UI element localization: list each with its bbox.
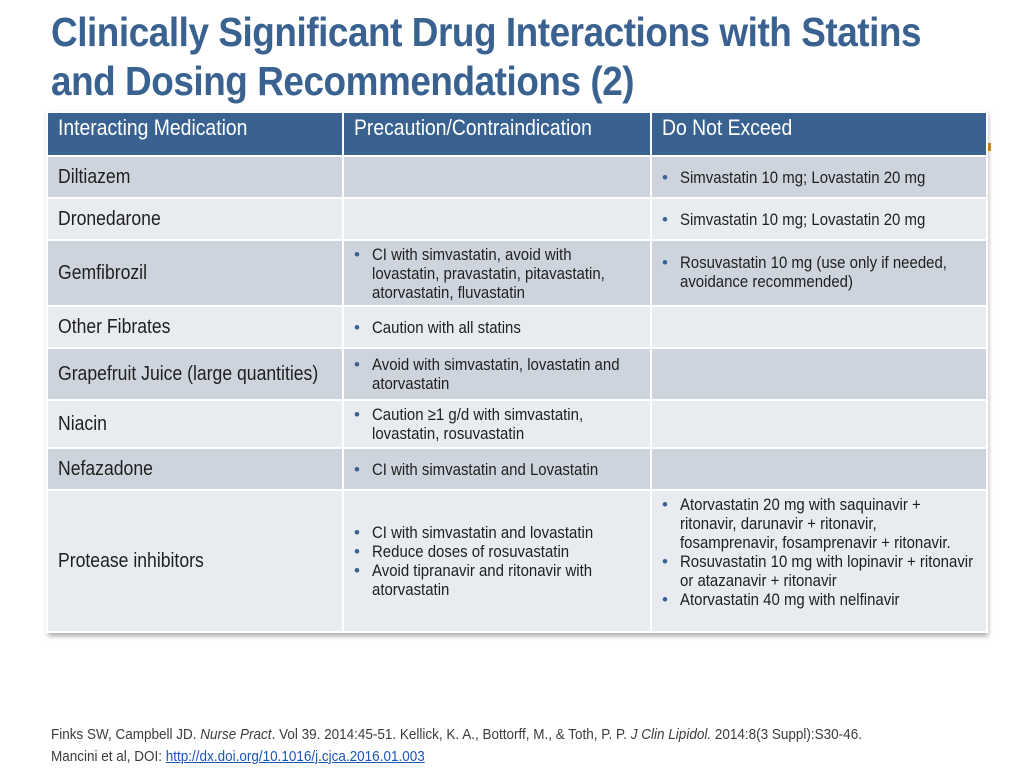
table-row: Grapefruit Juice (large quantities) Avoi…	[46, 347, 988, 401]
list-item: Atorvastatin 40 mg with nelfinavir	[662, 590, 976, 609]
table-row: Protease inhibitors CI with simvastatin …	[46, 489, 988, 633]
do-not-exceed-cell	[650, 347, 988, 401]
title-line-1: Clinically Significant Drug Interactions…	[51, 9, 922, 55]
list-item: Reduce doses of rosuvastatin	[354, 542, 640, 561]
medication-cell: Dronedarone	[46, 197, 344, 241]
medication-cell: Niacin	[46, 399, 344, 449]
references-footer: Finks SW, Campbell JD. Nurse Pract. Vol …	[51, 724, 915, 768]
doi-link[interactable]: http://dx.doi.org/10.1016/j.cjca.2016.01…	[165, 748, 425, 765]
list-item: Atorvastatin 20 mg with saquinavir + rit…	[662, 495, 976, 552]
precaution-cell: CI with simvastatin, avoid with lovastat…	[342, 239, 652, 307]
list-item: CI with simvastatin and lovastatin	[354, 523, 640, 542]
precaution-cell: Caution ≥1 g/d with simvastatin, lovasta…	[342, 399, 652, 449]
list-item: Avoid with simvastatin, lovastatin and a…	[354, 355, 640, 393]
list-item: CI with simvastatin and Lovastatin	[354, 460, 640, 479]
table-row: Niacin Caution ≥1 g/d with simvastatin, …	[46, 399, 988, 449]
list-item: CI with simvastatin, avoid with lovastat…	[354, 245, 640, 302]
do-not-exceed-cell: Simvastatin 10 mg; Lovastatin 20 mg	[650, 155, 988, 199]
header-precaution: Precaution/Contraindication	[342, 111, 652, 157]
precaution-cell: CI with simvastatin and Lovastatin	[342, 447, 652, 491]
medication-cell: Grapefruit Juice (large quantities)	[46, 347, 344, 401]
list-item: Caution with all statins	[354, 318, 640, 337]
reference-line-2: Mancini et al, DOI: http://dx.doi.org/10…	[51, 748, 425, 765]
do-not-exceed-cell	[650, 447, 988, 491]
table-row: Nefazadone CI with simvastatin and Lovas…	[46, 447, 988, 491]
reference-line-1: Finks SW, Campbell JD. Nurse Pract. Vol …	[51, 726, 862, 743]
do-not-exceed-cell: Simvastatin 10 mg; Lovastatin 20 mg	[650, 197, 988, 241]
precaution-cell: Caution with all statins	[342, 305, 652, 349]
list-item: Avoid tipranavir and ritonavir with ator…	[354, 561, 640, 599]
precaution-cell	[342, 155, 652, 199]
list-item: Simvastatin 10 mg; Lovastatin 20 mg	[662, 210, 976, 229]
list-item: Rosuvastatin 10 mg with lopinavir + rito…	[662, 552, 976, 590]
precaution-cell: CI with simvastatin and lovastatin Reduc…	[342, 489, 652, 633]
slide-title: Clinically Significant Drug Interactions…	[51, 8, 922, 106]
header-do-not-exceed: Do Not Exceed	[650, 111, 988, 157]
journal-name: Nurse Pract	[200, 726, 272, 743]
title-line-2: and Dosing Recommendations (2)	[51, 58, 635, 104]
table-row: Diltiazem Simvastatin 10 mg; Lovastatin …	[46, 155, 988, 199]
medication-cell: Protease inhibitors	[46, 489, 344, 633]
medication-cell: Other Fibrates	[46, 305, 344, 349]
do-not-exceed-cell	[650, 399, 988, 449]
do-not-exceed-cell	[650, 305, 988, 349]
precaution-cell	[342, 197, 652, 241]
table-row: Other Fibrates Caution with all statins	[46, 305, 988, 349]
medication-cell: Diltiazem	[46, 155, 344, 199]
list-item: Rosuvastatin 10 mg (use only if needed, …	[662, 253, 976, 291]
list-item: Simvastatin 10 mg; Lovastatin 20 mg	[662, 168, 976, 187]
do-not-exceed-cell: Atorvastatin 20 mg with saquinavir + rit…	[650, 489, 988, 633]
interaction-table: Interacting Medication Precaution/Contra…	[46, 111, 988, 633]
accent-mark	[985, 143, 991, 151]
medication-cell: Nefazadone	[46, 447, 344, 491]
list-item: Caution ≥1 g/d with simvastatin, lovasta…	[354, 405, 640, 443]
table-header-row: Interacting Medication Precaution/Contra…	[46, 111, 988, 157]
do-not-exceed-cell: Rosuvastatin 10 mg (use only if needed, …	[650, 239, 988, 307]
header-interacting-medication: Interacting Medication	[46, 111, 344, 157]
journal-name: J Clin Lipidol.	[630, 726, 712, 743]
medication-cell: Gemfibrozil	[46, 239, 344, 307]
precaution-cell: Avoid with simvastatin, lovastatin and a…	[342, 347, 652, 401]
table-row: Dronedarone Simvastatin 10 mg; Lovastati…	[46, 197, 988, 241]
table-row: Gemfibrozil CI with simvastatin, avoid w…	[46, 239, 988, 307]
